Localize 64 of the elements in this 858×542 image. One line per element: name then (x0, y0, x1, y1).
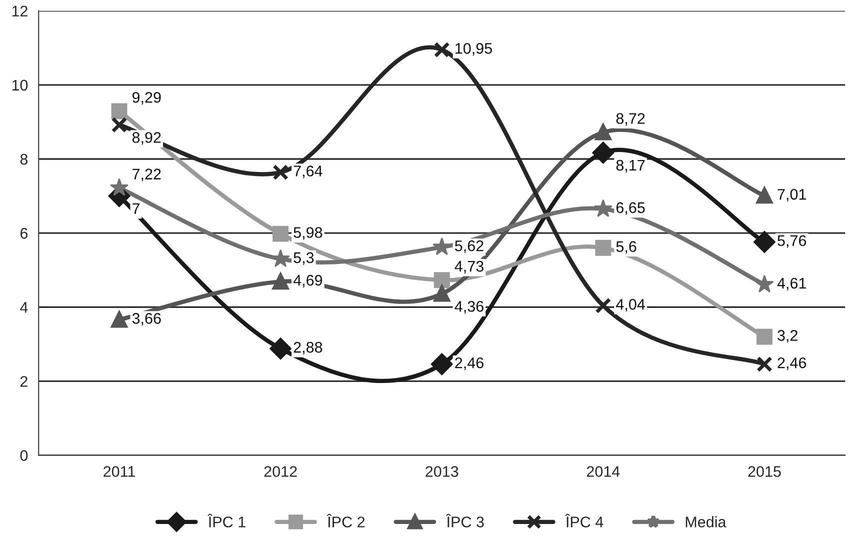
point (756, 328, 772, 345)
point (434, 42, 450, 58)
point (434, 272, 450, 288)
y-tick-label: 6 (20, 228, 28, 239)
point (595, 124, 612, 140)
point (755, 274, 774, 293)
x-tick-label: 2014 (586, 466, 620, 477)
data-label: 5,62 (454, 240, 484, 254)
data-label: 10,95 (456, 43, 492, 56)
data-label: 3,66 (132, 313, 161, 326)
x-tick-label: 2013 (426, 466, 458, 477)
data-label: 5,76 (778, 235, 806, 248)
data-label: 4,61 (777, 278, 806, 290)
data-label: 7,22 (132, 168, 161, 182)
point (595, 240, 612, 256)
point (434, 286, 450, 302)
data-label: 2,46 (778, 357, 806, 370)
legend-label: ÎPC 2 (326, 514, 365, 528)
x-tick-label: 2011 (104, 466, 135, 477)
y-tick-label: 0 (20, 450, 28, 461)
point (431, 354, 452, 375)
data-label: 2,88 (294, 342, 322, 355)
data-label: 7,64 (294, 166, 322, 178)
x-tick-label: 2015 (748, 466, 781, 477)
point (592, 142, 614, 164)
data-label: 4,36 (454, 300, 484, 314)
point (754, 231, 776, 253)
data-label: 9,29 (132, 92, 161, 105)
legend-label: ÎPC 4 (565, 514, 604, 528)
y-tick-label: 4 (20, 302, 28, 313)
data-label: 4,04 (616, 298, 645, 312)
data-label: 6,65 (616, 202, 645, 215)
y-tick-label: 2 (20, 376, 28, 387)
point (595, 298, 612, 314)
data-label: 7,01 (778, 188, 806, 202)
point (272, 164, 289, 180)
data-label: 8,17 (616, 160, 645, 172)
x-tick-label: 2012 (264, 466, 297, 477)
data-label: 4,73 (454, 260, 484, 274)
data-label: 7 (132, 203, 140, 214)
point (110, 178, 129, 196)
point (111, 103, 128, 120)
y-tick-label: 8 (20, 154, 28, 165)
point (272, 226, 289, 242)
data-label: 5,6 (616, 241, 636, 254)
point (594, 199, 612, 217)
point (756, 356, 772, 372)
point (111, 116, 128, 133)
point (270, 338, 292, 360)
point (756, 188, 772, 204)
legend-label: ÎPC 1 (208, 514, 246, 528)
data-label: 8,92 (132, 132, 161, 145)
data-label: 8,72 (616, 113, 645, 126)
data-label: 5,3 (294, 252, 314, 265)
legend-label: Media (686, 516, 726, 528)
point (432, 237, 452, 256)
point (111, 312, 128, 328)
data-label: 4,69 (293, 274, 322, 288)
y-tick-label: 12 (12, 6, 28, 16)
data-label: 2,46 (455, 357, 484, 370)
legend-label: ÎPC 3 (446, 514, 484, 528)
data-label: 5,98 (294, 227, 322, 240)
data-label: 3,2 (778, 330, 798, 343)
y-tick-label: 10 (12, 80, 28, 91)
